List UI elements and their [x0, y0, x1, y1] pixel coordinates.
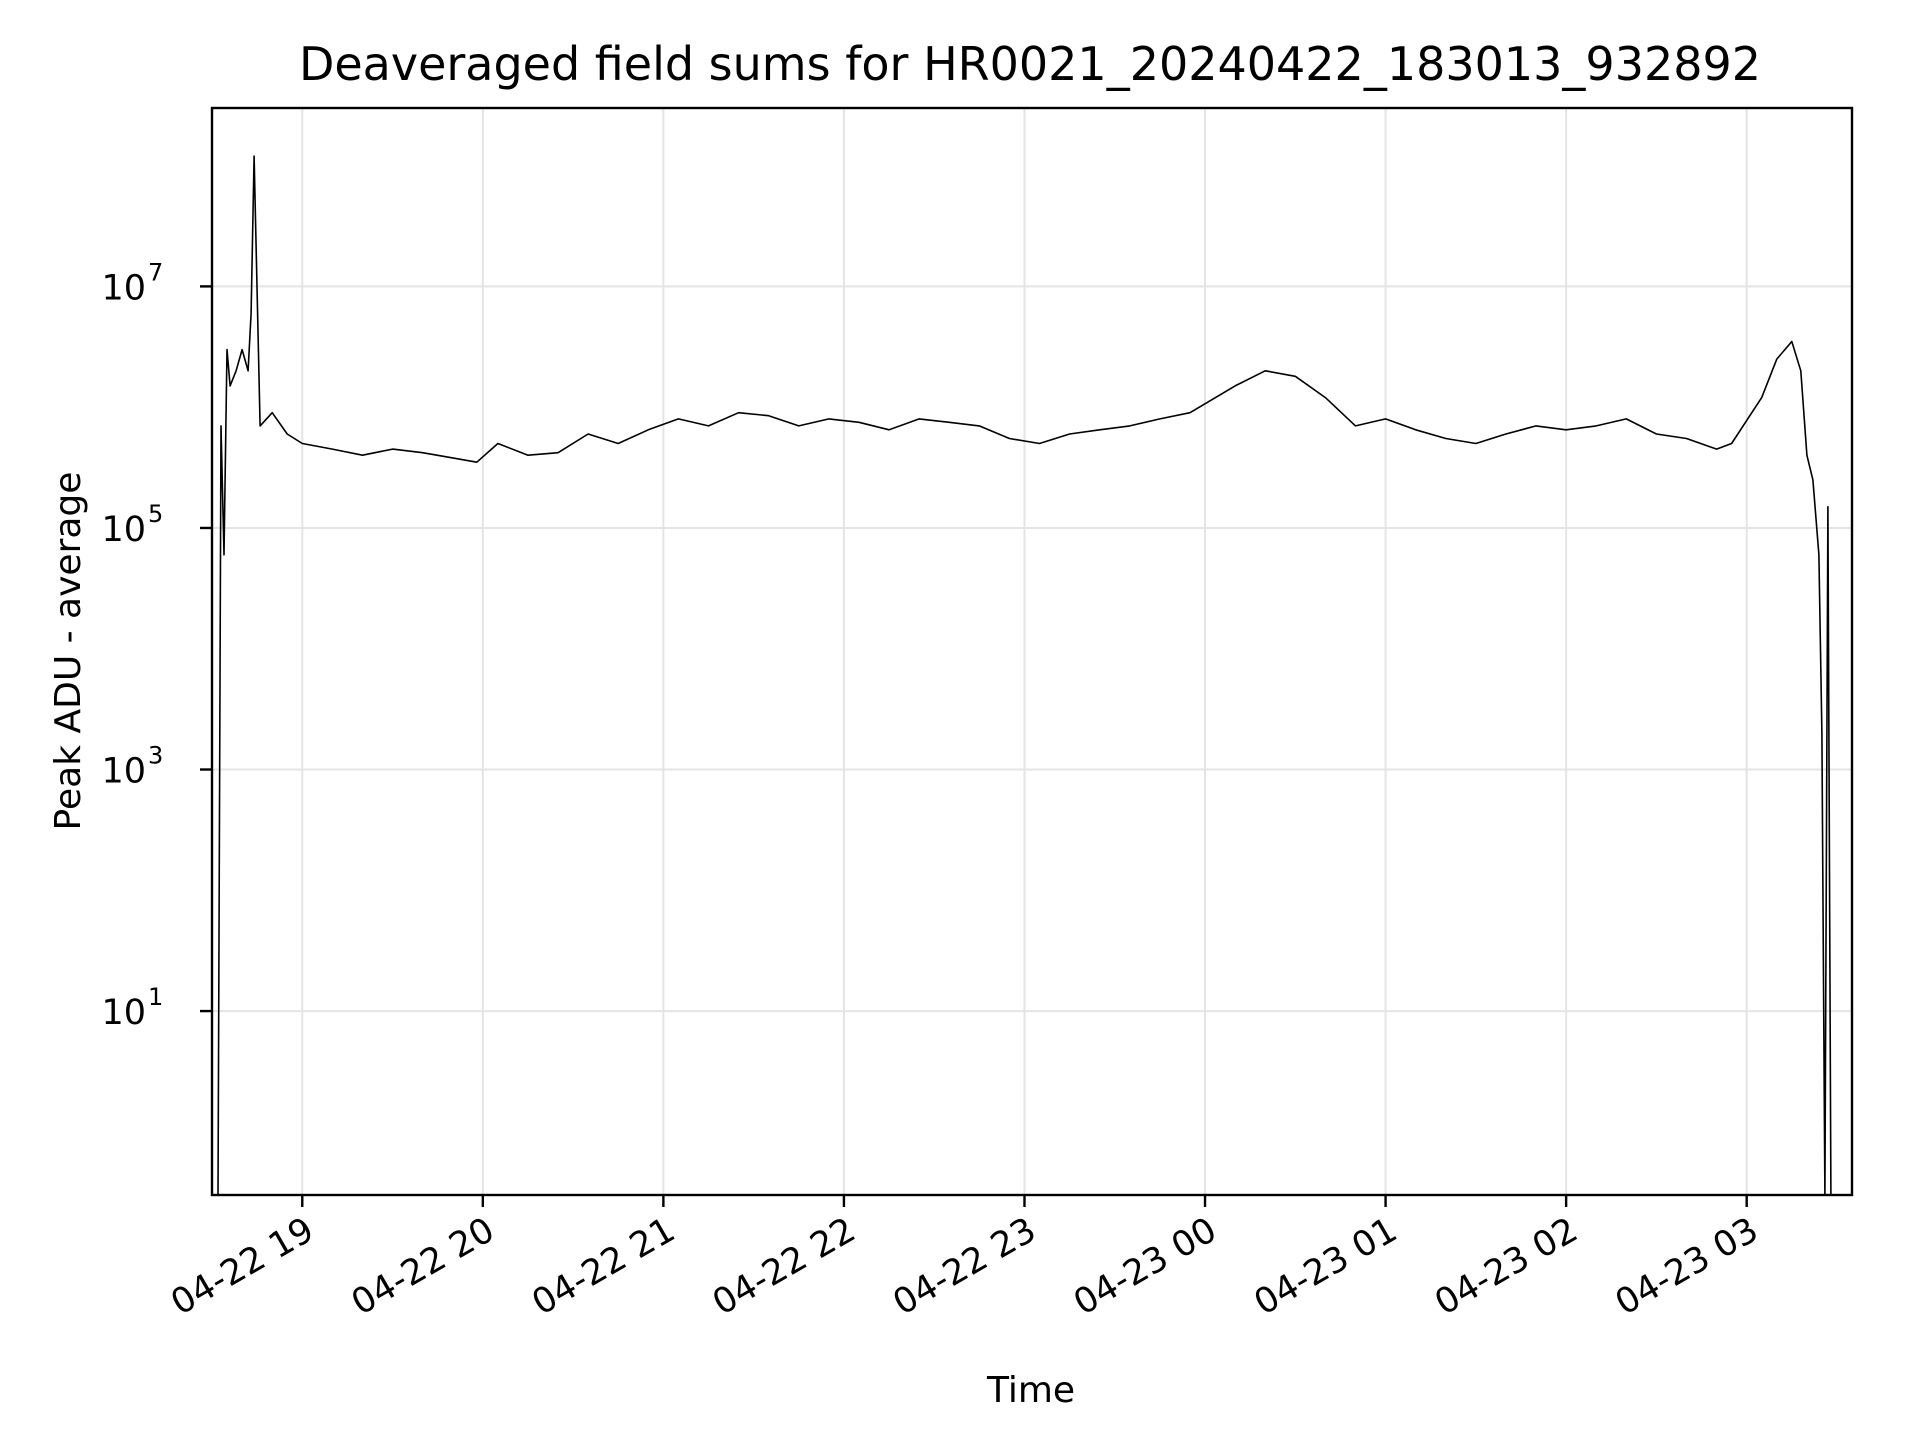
series-layer — [217, 155, 1832, 1196]
y-tick-label: 10 5 — [101, 500, 163, 550]
y-tick-label: 10 7 — [101, 258, 163, 308]
grid-lines — [212, 108, 1852, 1195]
chart-title: Deaveraged field sums for HR0021_2024042… — [299, 37, 1761, 91]
y-tick-exponent: 1 — [148, 983, 163, 1011]
y-axis-label: Peak ADU - average — [48, 472, 89, 831]
y-tick-label: 10 3 — [101, 742, 163, 792]
y-tick-base: 10 — [101, 993, 146, 1033]
y-tick-label: 10 1 — [101, 983, 163, 1033]
plot-frame — [210, 106, 1854, 1197]
y-tick-base: 10 — [101, 752, 146, 792]
y-tick-exponent: 3 — [148, 742, 163, 770]
series-line — [217, 155, 1832, 1196]
y-tick-exponent: 5 — [148, 500, 163, 528]
x-axis-label: Time — [986, 1370, 1075, 1411]
y-tick-base: 10 — [101, 268, 146, 308]
y-tick-base: 10 — [101, 510, 146, 550]
y-tick-exponent: 7 — [148, 258, 163, 286]
